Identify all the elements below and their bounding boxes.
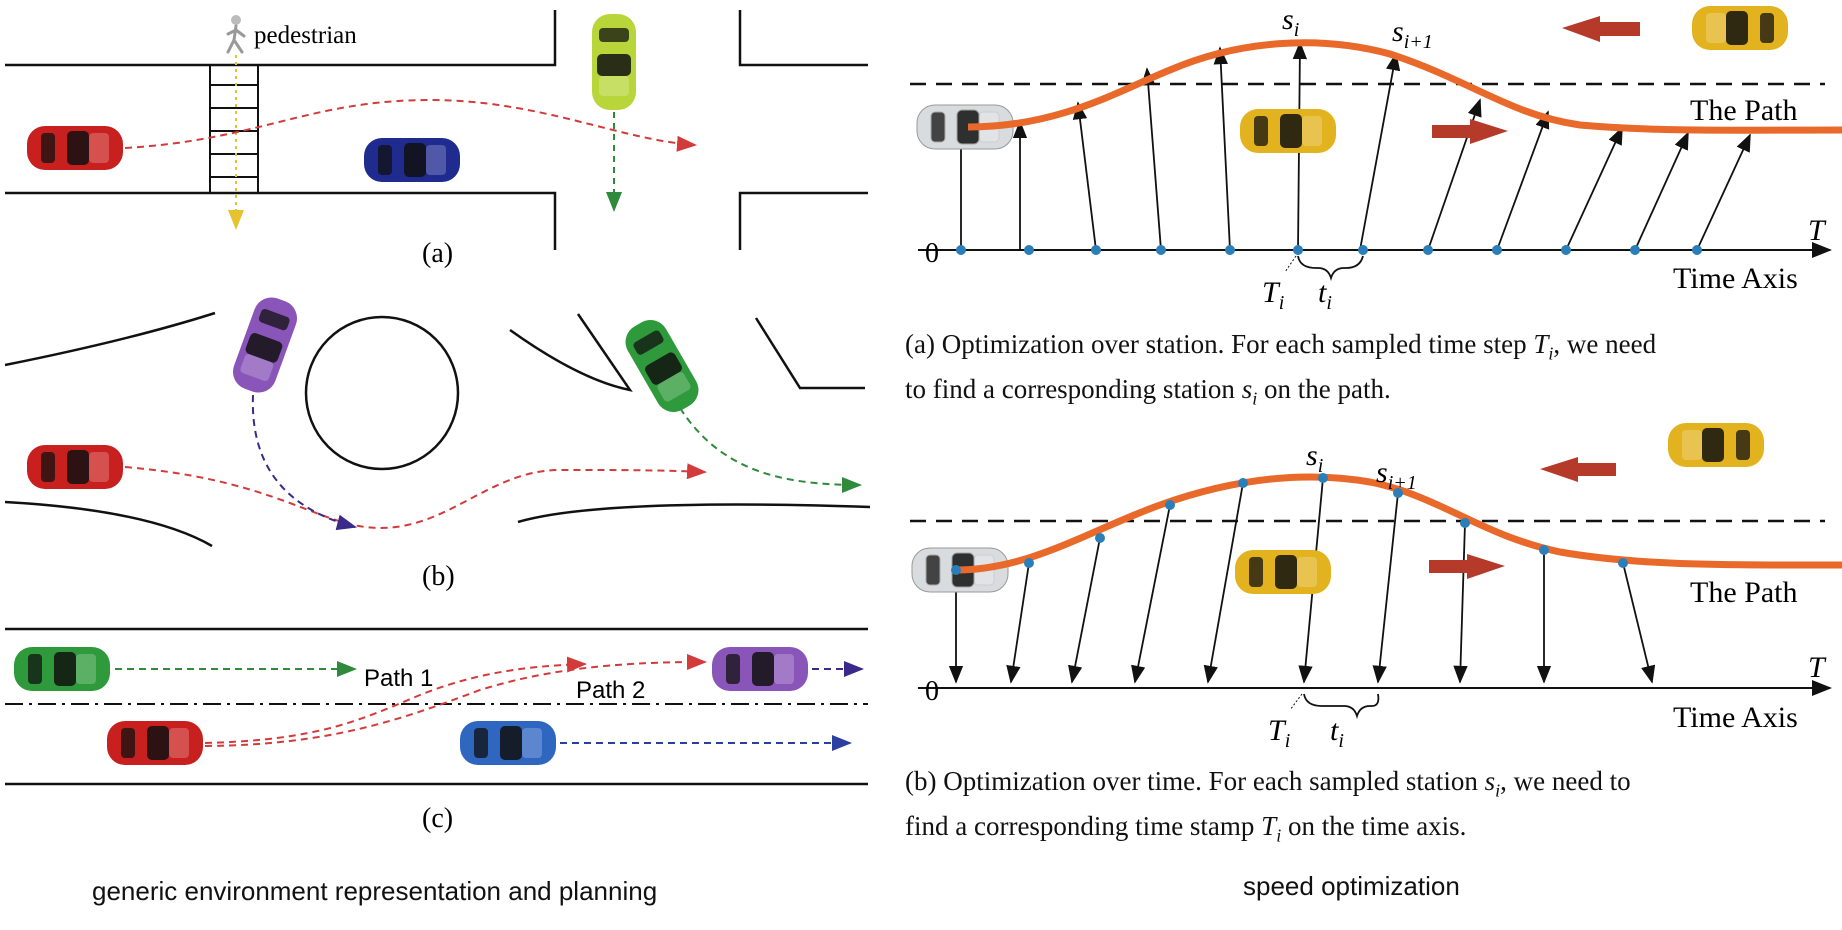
time-axis-label: Time Axis (1673, 262, 1798, 295)
right-arrow-icon (1429, 554, 1505, 579)
crosswalk (209, 65, 259, 193)
path-label: The Path (1690, 576, 1797, 609)
T-i-label: Ti (1262, 276, 1284, 314)
right-diagram-a: si si+1 The Path T 0 Ti ti Time Axis (910, 3, 1842, 314)
left-panel-c: Path 1 Path 2 (c) (5, 627, 868, 834)
path-label: The Path (1690, 94, 1797, 127)
t-i-leader (1289, 693, 1303, 711)
path-1-trajectory (204, 656, 587, 744)
caption-a: (a) Optimization over station. For each … (905, 329, 1657, 409)
lime-car-icon (592, 14, 636, 110)
left-panel-b: (b) (4, 292, 871, 592)
pedestrian-label: pedestrian (254, 22, 357, 49)
path-2-label: Path 2 (576, 677, 645, 704)
panel-a-label: (a) (422, 238, 453, 269)
road-edge (738, 10, 868, 67)
green-car-icon (618, 313, 706, 419)
station-arrows (953, 41, 1751, 251)
red-car-trajectory (124, 463, 707, 530)
t-i-leader (1284, 255, 1297, 273)
purple-car-icon (227, 292, 303, 398)
caption-b: (b) Optimization over time. For each sam… (905, 766, 1631, 846)
panel-b-label: (b) (422, 561, 455, 592)
s-i-plus-1-label: si+1 (1376, 456, 1417, 494)
red-car-icon (27, 445, 123, 489)
road-edge (517, 503, 871, 524)
panel-c-label: (c) (422, 803, 453, 834)
t-i-brace (1297, 255, 1364, 282)
s-i-plus-1-label: si+1 (1392, 15, 1433, 53)
T-i-label: Ti (1268, 714, 1290, 752)
road-edge (738, 191, 868, 250)
red-car-icon (27, 126, 123, 170)
yellow-car-icon (1235, 550, 1331, 594)
yellow-car-icon (1668, 423, 1764, 467)
time-sample-dots (956, 245, 1702, 255)
t-i-brace (1303, 693, 1380, 720)
axis-T-label: T (1808, 214, 1827, 247)
right-diagram-b: si si+1 The Path T 0 Ti ti Time Axis (910, 423, 1842, 752)
roundabout-circle (304, 315, 460, 471)
blue-car-icon (364, 138, 460, 182)
left-panel-a: pedestrian (a) (5, 10, 868, 269)
station-sample-dots (951, 473, 1628, 575)
right-arrow-icon (1432, 119, 1508, 144)
red-car-icon (107, 721, 203, 765)
green-car-trajectory (679, 407, 862, 493)
s-i-label: si (1306, 439, 1323, 477)
yellow-car-icon (1692, 6, 1788, 50)
path-2-trajectory (204, 654, 707, 747)
t-i-label: ti (1330, 714, 1344, 752)
road-edge (509, 313, 633, 392)
axis-T-label: T (1808, 651, 1827, 684)
purple-car-trajectory (251, 394, 357, 531)
s-i-label: si (1282, 3, 1299, 41)
path-1-label: Path 1 (364, 665, 433, 692)
t-i-label: ti (1318, 276, 1332, 314)
green-car-icon (14, 647, 110, 691)
pedestrian-icon (226, 15, 246, 54)
road-edge (754, 317, 865, 390)
left-arrow-icon (1562, 16, 1640, 42)
time-axis-label: Time Axis (1673, 701, 1798, 734)
purple-car-icon (712, 647, 808, 691)
path-curve (955, 473, 1842, 574)
road-edge (5, 191, 557, 250)
zero-label: 0 (925, 238, 939, 269)
path-curve (967, 39, 1842, 134)
yellow-car-icon (1240, 109, 1336, 153)
light-blue-car-icon (460, 721, 556, 765)
right-bottom-title: speed optimization (1243, 871, 1460, 901)
road-edge (4, 311, 216, 367)
left-bottom-title: generic environment representation and p… (92, 876, 658, 906)
left-arrow-icon (1540, 457, 1616, 482)
road-edge (5, 10, 557, 67)
zero-label: 0 (925, 676, 939, 707)
road-edge (4, 500, 213, 548)
